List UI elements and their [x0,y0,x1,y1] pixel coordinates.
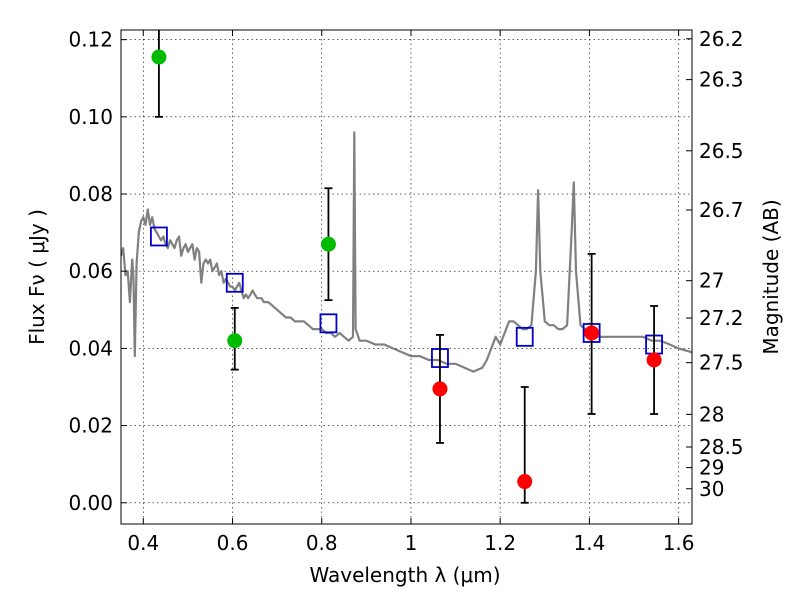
y-tick-label: 0.10 [68,105,113,129]
model-photometry-square [319,313,338,334]
mag-tick-label: 26.5 [699,139,744,163]
nondetection-point [646,352,662,368]
nondetection-point [432,381,448,397]
x-tick-label: 0.8 [306,531,338,555]
mag-tick-label: 29 [699,456,724,480]
plot-frame [120,29,693,525]
model-photometry-square [515,326,534,347]
mag-tick-label: 27.5 [699,351,744,375]
y-tick-label: 0.00 [68,491,113,515]
x-tick-label: 0.6 [217,531,249,555]
y-tick-label: 0.04 [68,336,113,360]
detection-point [151,49,167,65]
plot-area [121,30,692,504]
mag-tick-label: 28.5 [699,435,744,459]
y-tick-label: 0.08 [68,182,113,206]
mag-tick-label: 27 [699,269,724,293]
y-axis-label: Flux Fν ( μJy ) [25,209,49,345]
mag-tick-label: 26.2 [699,27,744,51]
x-tick-label: 1.6 [663,531,695,555]
nondetection-point [517,474,533,490]
grid [121,30,692,524]
y-tick-label: 0.12 [68,28,113,52]
mag-tick-label: 28 [699,402,724,426]
x-tick-label: 1 [405,531,418,555]
model-photometry-square [225,272,244,293]
mag-tick-label: 27.2 [699,306,744,330]
detection-point [227,333,243,349]
mag-tick-label: 30 [699,477,724,501]
detection-point [320,236,336,252]
y-tick-label: 0.06 [68,259,113,283]
x-axis-label: Wavelength λ (μm) [309,563,500,587]
mag-tick-label: 26.3 [699,68,744,92]
y-tick-label: 0.02 [68,414,113,438]
nondetection-point [584,325,600,341]
sed-model-line [121,131,692,373]
model-photometry-square [150,226,168,247]
y-axis-label-right: Magnitude (AB) [759,199,783,354]
x-tick-label: 1.2 [484,531,516,555]
mag-tick-label: 26.7 [699,198,744,222]
axis-ticks: 0.4 0.6 0.8 1 1.2 1.4 1.6 0.00 0.02 0.04 0.06 0.08 0… [68,27,743,555]
x-tick-label: 1.4 [573,531,605,555]
x-tick-label: 0.4 [127,531,159,555]
